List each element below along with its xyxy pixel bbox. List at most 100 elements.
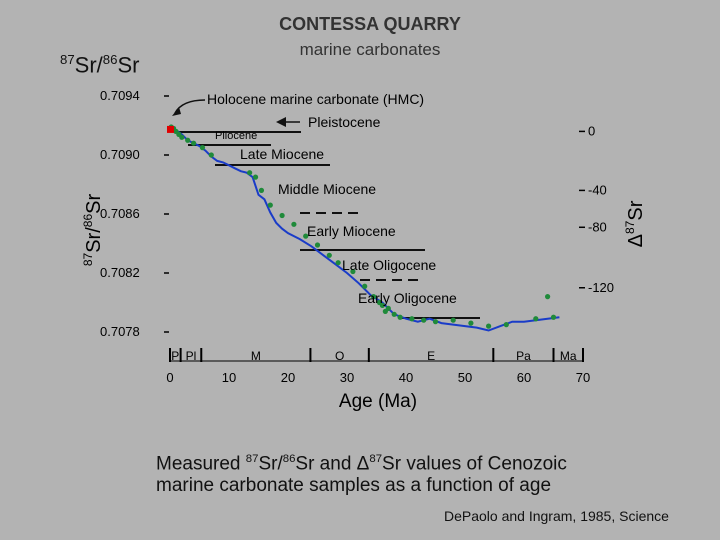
annotation-label: Late Oligocene [342,257,436,273]
hmc-arrow-head [172,107,181,116]
sr-isotope-chart: 0.7094 0.7090 0.7086 0.7082 0.7078 0 -40 -80 -12… [81,88,647,412]
x-tick-label: 10 [222,370,236,385]
right-label-delta: Δ [625,234,647,247]
x-tick-label: 60 [517,370,531,385]
sample-point [252,174,259,180]
y-tick-label: 0.7082 [100,265,140,280]
annotation-label: Pleistocene [308,114,381,130]
caption-delta: Δ [356,453,370,475]
sample-point [335,260,341,266]
corner-label-base2: Sr [117,52,140,78]
annotation-label: Early Miocene [307,223,396,239]
epoch-label: Pl [186,349,197,363]
x-tick-label: 50 [458,370,472,385]
y-label-base1: Sr/ [83,227,105,253]
corner-label-base1: Sr/ [74,52,103,78]
right-axis-tick-label: -120 [588,280,614,295]
epoch-label: O [335,349,344,363]
right-label-sup: 87 [623,220,637,234]
right-label-base: Sr [625,200,647,220]
epoch-label: Pa [516,349,531,363]
chart-annotations: Holocene marine carbonate (HMC) Pleistoce… [172,91,457,306]
slide-subtitle: marine carbonates [299,40,441,59]
sample-point [208,152,214,158]
annotation-label: Holocene marine carbonate (HMC) [207,91,424,107]
y-label-sup2: 86 [81,214,95,228]
right-axis-tick-label: -80 [588,219,607,234]
y-tick-label: 0.7078 [100,324,140,339]
right-axis-tick-label: -40 [588,182,607,197]
sample-point [314,242,321,248]
slide-title: CONTESSA QUARRY [279,14,461,34]
right-axis-tick-label: 0 [588,123,595,138]
x-tick-label: 30 [340,370,354,385]
caption-text-d: Sr values of Cenozoic [382,453,567,475]
sample-point [291,221,297,227]
y-axis-label: 87Sr/86Sr [81,194,105,267]
y-tick-label: 0.7094 [100,88,140,103]
sample-point [179,134,185,140]
sample-point [450,317,456,323]
right-axis-label: Δ87Sr [623,200,647,247]
sample-point [326,252,332,258]
y-tick-label: 0.7090 [100,147,140,162]
caption-text-c: Sr and [295,453,357,475]
corner-label-sup1: 87 [60,52,75,67]
epoch-label: P [171,349,179,363]
chart-plot-area [167,124,560,332]
sample-point [279,212,285,219]
sample-point [409,316,415,322]
sample-point [350,268,356,275]
sample-point [199,145,206,151]
sample-point [379,302,385,309]
y-tick-label: 0.7086 [100,206,140,221]
caption-line-1: Measured 87Sr/86Sr and Δ87Sr values of C… [156,448,567,475]
caption-text-b: Sr/ [258,453,283,475]
sample-point [545,294,551,300]
caption-sup-1: 87 [245,453,259,465]
chart-axes: 0.7094 0.7090 0.7086 0.7082 0.7078 0 -40 -80 -12… [100,88,614,385]
sample-point [468,320,474,326]
sample-point [370,294,377,300]
sample-point [432,319,439,325]
epoch-label: M [251,349,261,363]
caption-sup-3: 87 [369,453,383,465]
annotation-label: Pliocene [215,130,257,142]
x-tick-label: 0 [166,370,173,385]
pleistocene-arrow-head [276,117,286,127]
x-tick-label: 70 [576,370,590,385]
x-tick-label: 20 [281,370,295,385]
sample-point [486,323,492,329]
sample-point [191,140,197,146]
caption-sup-2: 86 [282,453,296,465]
annotation-label: Early Oligocene [358,290,457,306]
citation: DePaolo and Ingram, 1985, Science [444,508,669,524]
hmc-point [167,125,174,133]
sample-point [550,314,557,320]
sample-point [247,170,253,176]
epoch-bar: P Pl M O E Pa Ma [169,348,584,363]
sample-point [258,187,265,193]
corner-sr-ratio-label: 87Sr/86Sr [60,52,139,78]
sample-point [385,305,391,311]
x-axis-label: Age (Ma) [339,391,417,412]
y-label-sup1: 87 [81,252,95,266]
sample-point [503,322,509,328]
y-label-base2: Sr [83,194,105,214]
sample-point [185,137,191,143]
sample-point [533,316,539,322]
sample-point [267,202,273,208]
sample-point [391,311,397,317]
caption-line-2: marine carbonate samples as a function o… [156,475,552,497]
sample-point [421,317,427,323]
caption-text-a: Measured [156,453,246,475]
sample-point [303,233,309,239]
corner-label-sup2: 86 [102,52,118,67]
sample-point [397,314,403,320]
epoch-label: Ma [560,349,577,363]
epoch-label: E [427,349,435,363]
x-tick-label: 40 [399,370,413,385]
annotation-label: Middle Miocene [278,181,376,197]
annotation-label: Late Miocene [240,146,324,162]
sample-point [362,283,368,289]
